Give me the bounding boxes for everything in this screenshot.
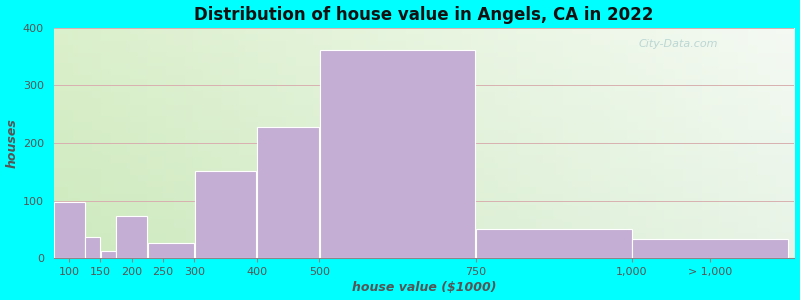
- Bar: [319, 50, 475, 258]
- Bar: [54, 202, 85, 258]
- Bar: [257, 127, 319, 258]
- Bar: [632, 239, 788, 258]
- Bar: [148, 243, 194, 258]
- Bar: [194, 171, 257, 258]
- Bar: [85, 237, 100, 258]
- Text: City-Data.com: City-Data.com: [639, 39, 718, 50]
- X-axis label: house value ($1000): house value ($1000): [352, 281, 496, 294]
- Bar: [117, 216, 147, 258]
- Title: Distribution of house value in Angels, CA in 2022: Distribution of house value in Angels, C…: [194, 6, 654, 24]
- Bar: [476, 230, 631, 258]
- Bar: [101, 251, 116, 258]
- Y-axis label: houses: houses: [6, 118, 18, 168]
